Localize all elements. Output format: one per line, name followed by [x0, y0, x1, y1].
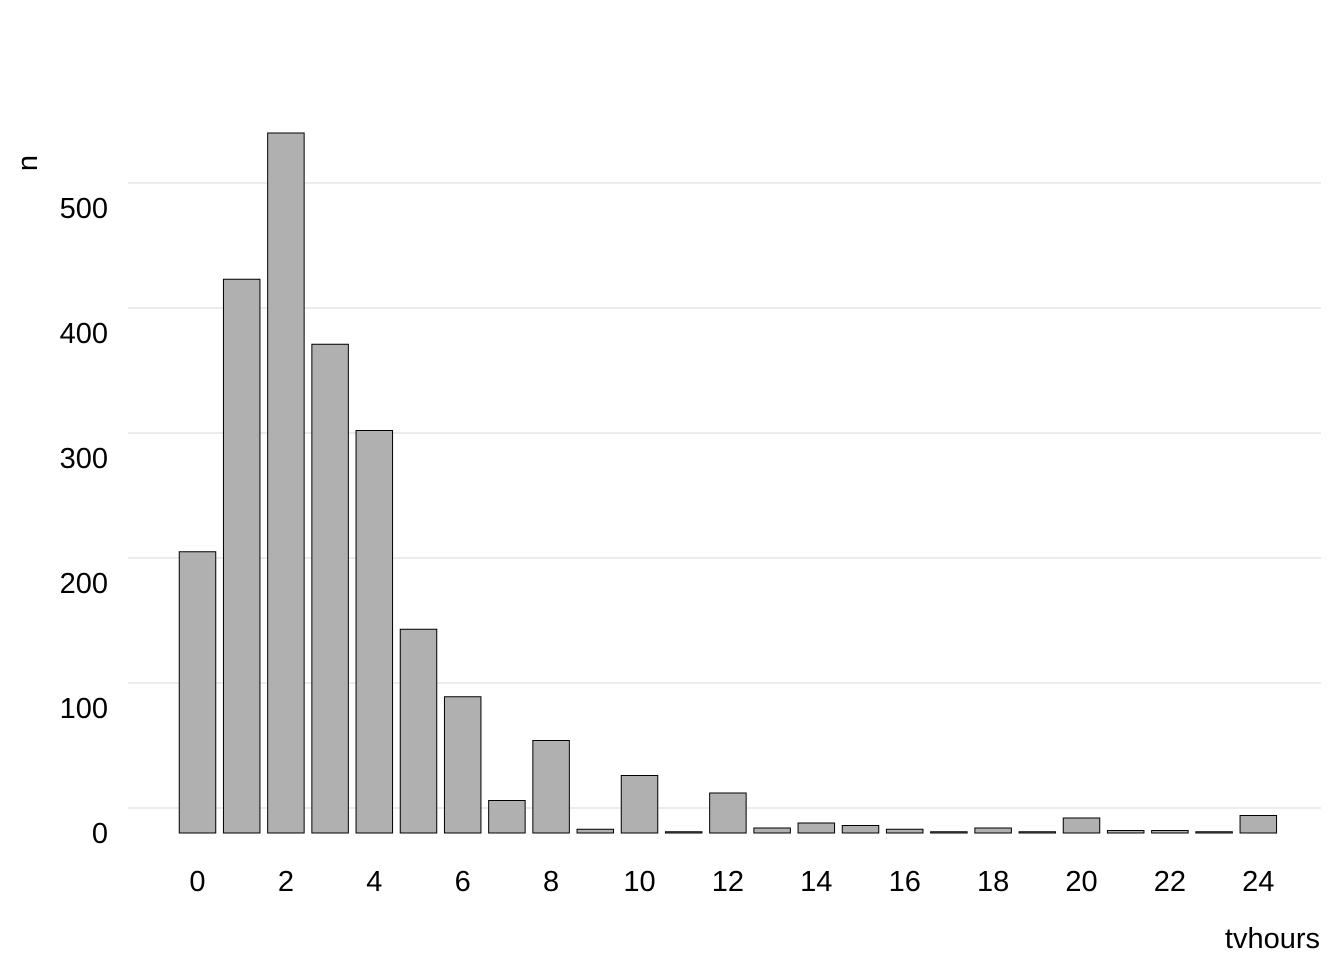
bar-2 — [267, 132, 305, 834]
bar-6 — [443, 696, 482, 834]
y-tick-label: 200 — [60, 568, 108, 600]
bars — [178, 132, 1278, 834]
bar-8 — [532, 740, 570, 834]
y-tick-label: 300 — [60, 443, 108, 475]
bar-10 — [620, 775, 659, 834]
y-axis-title: n — [12, 155, 44, 171]
y-tick-label: 500 — [60, 193, 108, 225]
bar-9 — [576, 828, 615, 834]
y-tick-label: 0 — [92, 818, 108, 850]
bar-3 — [311, 343, 349, 834]
bar-24 — [1239, 815, 1278, 834]
bar-5 — [399, 628, 438, 834]
x-axis-title: tvhours — [1225, 923, 1320, 955]
bar-17 — [930, 831, 968, 834]
bar-23 — [1195, 831, 1233, 834]
bar-21 — [1106, 830, 1145, 834]
bar-22 — [1151, 830, 1189, 834]
x-tick-label: 4 — [366, 866, 382, 898]
bar-7 — [488, 800, 526, 834]
x-tick-label: 20 — [1065, 866, 1097, 898]
bar-18 — [974, 827, 1012, 834]
bar-13 — [753, 827, 791, 834]
x-tick-label: 22 — [1154, 866, 1186, 898]
bar-14 — [797, 822, 836, 834]
bar-1 — [222, 278, 261, 834]
bar-0 — [178, 551, 217, 834]
bar-4 — [355, 430, 394, 834]
y-tick-label: 100 — [60, 693, 108, 725]
bar-11 — [664, 831, 703, 834]
bar-15 — [841, 825, 880, 834]
bar-16 — [885, 828, 924, 834]
gridlines — [128, 182, 1321, 809]
y-tick-label: 400 — [60, 318, 108, 350]
y-tick-labels: 0 100 200 300 400 500 — [60, 193, 108, 850]
x-tick-label: 6 — [455, 866, 471, 898]
x-tick-label: 0 — [189, 866, 205, 898]
bar-12 — [709, 792, 747, 834]
x-tick-label: 16 — [889, 866, 921, 898]
x-tick-label: 14 — [800, 866, 832, 898]
bar-19 — [1018, 831, 1057, 834]
x-tick-label: 2 — [278, 866, 294, 898]
bar-20 — [1062, 817, 1101, 834]
x-tick-labels: 0 2 4 6 8 10 12 14 16 18 20 22 24 — [189, 866, 1274, 898]
x-tick-label: 10 — [623, 866, 655, 898]
x-tick-label: 8 — [543, 866, 559, 898]
x-tick-label: 24 — [1242, 866, 1274, 898]
x-tick-label: 12 — [712, 866, 744, 898]
x-tick-label: 18 — [977, 866, 1009, 898]
